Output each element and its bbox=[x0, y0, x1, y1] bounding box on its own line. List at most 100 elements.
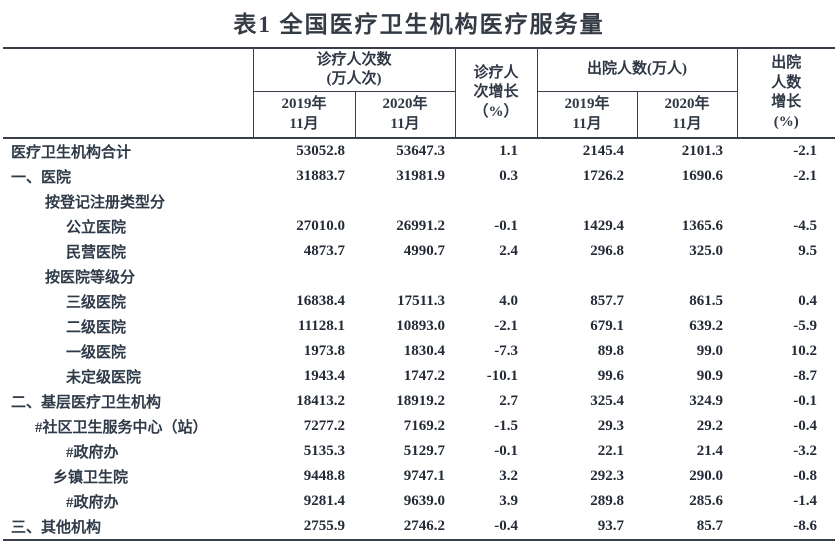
year-2019-label: 2019年 bbox=[281, 96, 327, 112]
cell-value: 85.7 bbox=[696, 518, 724, 534]
table-row: 一级医院 1973.8 1830.4 -7.3 89.8 99.0 10.2 bbox=[3, 339, 835, 364]
cell-value: 0.3 bbox=[499, 168, 519, 184]
cell-value: -0.1 bbox=[494, 218, 519, 234]
cell-value: 4.0 bbox=[499, 293, 519, 309]
cell-value: 93.7 bbox=[597, 518, 625, 534]
discharge-growth-line1: 出院 bbox=[771, 55, 802, 71]
cell-value: 5135.3 bbox=[303, 443, 345, 459]
cell-value: 89.8 bbox=[597, 343, 625, 359]
cell-value: 857.7 bbox=[590, 293, 625, 309]
year-2020-label: 2020年 bbox=[664, 96, 710, 112]
cell-value: 9.5 bbox=[798, 243, 818, 259]
table-row: 民营医院 4873.7 4990.7 2.4 296.8 325.0 9.5 bbox=[3, 239, 835, 264]
cell-value: 2.7 bbox=[499, 393, 519, 409]
cell-value: 2101.3 bbox=[681, 143, 724, 159]
header-visits-2020: 2020年 11月 bbox=[355, 91, 456, 139]
cell-value: 296.8 bbox=[590, 243, 625, 259]
table-row: 二、基层医疗卫生机构 18413.2 18919.2 2.7 325.4 324.9 -0.… bbox=[3, 389, 835, 414]
cell-value bbox=[253, 264, 355, 289]
cell-value: 27010.0 bbox=[296, 218, 345, 234]
cell-value bbox=[355, 264, 455, 289]
cell-value: 4873.7 bbox=[303, 243, 345, 259]
cell-value bbox=[455, 264, 537, 289]
cell-value: 99.0 bbox=[696, 343, 724, 359]
cell-value: 26991.2 bbox=[396, 218, 446, 234]
cell-value: 7277.2 bbox=[303, 418, 345, 434]
table-row: #政府办 5135.3 5129.7 -0.1 22.1 21.4 -3.2 bbox=[3, 439, 835, 464]
cell-value bbox=[455, 189, 537, 214]
row-label: 二、基层医疗卫生机构 bbox=[11, 395, 162, 411]
row-label: 三级医院 bbox=[66, 295, 127, 311]
cell-value bbox=[737, 189, 835, 214]
row-label: 医疗卫生机构合计 bbox=[11, 145, 132, 161]
visits-growth-line3: （%） bbox=[473, 103, 519, 120]
discharge-group-label: 出院人数(万人) bbox=[587, 61, 688, 78]
cell-value: 7169.2 bbox=[403, 418, 446, 434]
row-label: 未定级医院 bbox=[66, 370, 142, 386]
cell-value: 18919.2 bbox=[396, 393, 446, 409]
year-2019-label: 2019年 bbox=[564, 96, 610, 112]
header-visits-growth: 诊疗人 次增长 （%） bbox=[455, 48, 538, 139]
cell-value bbox=[253, 189, 355, 214]
month-label: 11月 bbox=[390, 115, 420, 132]
cell-value: 53647.3 bbox=[396, 143, 446, 159]
cell-value: 1.1 bbox=[499, 143, 519, 159]
cell-value: 1830.4 bbox=[403, 343, 446, 359]
cell-value: 31883.7 bbox=[296, 168, 345, 184]
discharge-growth-line3: 增长 bbox=[771, 94, 802, 110]
cell-value: 5129.7 bbox=[403, 443, 446, 459]
cell-value: -0.8 bbox=[793, 468, 818, 484]
cell-value: 0.4 bbox=[798, 293, 818, 309]
row-label: 按医院等级分 bbox=[45, 270, 136, 286]
cell-value: 1690.6 bbox=[681, 168, 724, 184]
cell-value: 290.0 bbox=[689, 468, 724, 484]
table-row: #社区卫生服务中心（站） 7277.2 7169.2 -1.5 29.3 29.2 -0.4 bbox=[3, 414, 835, 439]
discharge-growth-line2: 人数 bbox=[771, 74, 802, 91]
cell-value: 53052.8 bbox=[296, 143, 345, 159]
cell-value: -8.6 bbox=[793, 518, 818, 534]
table-row: 公立医院 27010.0 26991.2 -0.1 1429.4 1365.6 -4.5 bbox=[3, 214, 835, 239]
visits-group-line1: 诊疗人次数 bbox=[316, 51, 392, 68]
header-row-label-placeholder bbox=[3, 48, 254, 139]
row-label: #政府办 bbox=[66, 445, 119, 461]
month-label: 11月 bbox=[572, 115, 602, 132]
cell-value: -1.4 bbox=[793, 493, 818, 509]
cell-value bbox=[537, 264, 637, 289]
table-row: 二级医院 11128.1 10893.0 -2.1 679.1 639.2 -5.9 bbox=[3, 314, 835, 339]
cell-value: -0.4 bbox=[494, 518, 519, 534]
table-row: 一、医院 31883.7 31981.9 0.3 1726.2 1690.6 -2.1 bbox=[3, 164, 835, 189]
cell-value bbox=[637, 189, 737, 214]
cell-value: -2.1 bbox=[793, 143, 818, 159]
month-label: 11月 bbox=[672, 115, 702, 132]
header-discharge-growth: 出院 人数 增长 (%) bbox=[737, 48, 836, 139]
header-visits-group: 诊疗人次数 (万人次) bbox=[253, 48, 456, 92]
cell-value: -0.1 bbox=[494, 443, 519, 459]
cell-value: 2755.9 bbox=[303, 518, 345, 534]
row-label: 三、其他机构 bbox=[11, 520, 102, 536]
cell-value: -8.7 bbox=[793, 368, 818, 384]
cell-value: 31981.9 bbox=[396, 168, 446, 184]
table-title: 表1 全国医疗卫生机构医疗服务量 bbox=[233, 12, 605, 37]
cell-value: 3.2 bbox=[499, 468, 519, 484]
cell-value: 324.9 bbox=[689, 393, 724, 409]
cell-value: 29.3 bbox=[597, 418, 625, 434]
cell-value: -0.4 bbox=[793, 418, 818, 434]
row-label: 民营医院 bbox=[66, 245, 127, 261]
cell-value: 1365.6 bbox=[681, 218, 724, 234]
cell-value: 3.9 bbox=[499, 493, 519, 509]
cell-value: 16838.4 bbox=[296, 293, 345, 309]
cell-value: 17511.3 bbox=[397, 293, 446, 309]
cell-value: 292.3 bbox=[590, 468, 625, 484]
cell-value: -3.2 bbox=[793, 443, 818, 459]
table-row: 按登记注册类型分 bbox=[3, 189, 835, 214]
year-2020-label: 2020年 bbox=[382, 96, 428, 112]
cell-value bbox=[637, 264, 737, 289]
header-discharge-2020: 2020年 11月 bbox=[637, 91, 738, 139]
row-label: 按登记注册类型分 bbox=[45, 195, 166, 211]
cell-value: 18413.2 bbox=[296, 393, 345, 409]
cell-value: 11128.1 bbox=[297, 318, 345, 334]
cell-value bbox=[537, 189, 637, 214]
medical-services-table: 诊疗人次数 (万人次) 诊疗人 次增长 （%） 出院人数(万人) 出院 人数 增… bbox=[3, 47, 836, 541]
cell-value: 1943.4 bbox=[303, 368, 345, 384]
